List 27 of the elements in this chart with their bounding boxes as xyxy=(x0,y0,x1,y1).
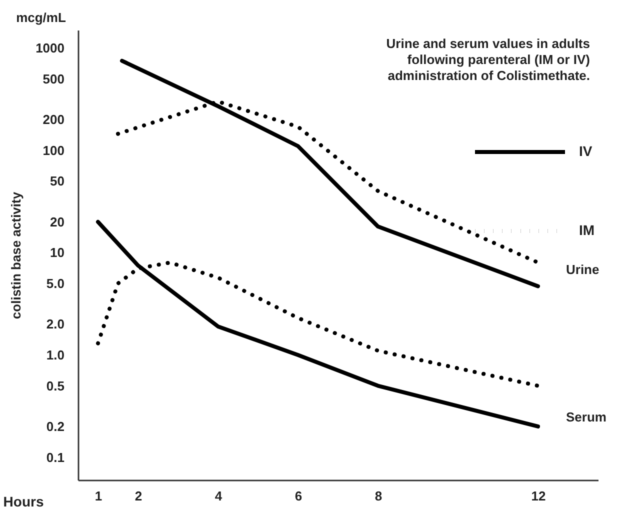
y-axis-title: colistin base activity xyxy=(8,191,24,320)
annotation: Serum xyxy=(566,410,606,424)
annotation: Urine xyxy=(566,262,600,278)
y-tick-label: 1.0 xyxy=(46,347,64,362)
y-tick-label: 10 xyxy=(50,245,64,260)
y-tick-label: 2.0 xyxy=(46,316,64,332)
y-tick-label: 0.1 xyxy=(46,450,64,465)
y-tick-label: 20 xyxy=(50,214,64,230)
y-tick-label: 200 xyxy=(42,112,64,128)
x-tick-label: 2 xyxy=(134,488,142,504)
y-tick-label: 5.0 xyxy=(46,276,64,291)
text: mcg/mL xyxy=(16,10,66,25)
text: IM xyxy=(579,222,595,238)
y-tick-label: 1000 xyxy=(36,40,64,56)
text: Urine and serum values in adults following parenteral (IM or IV) administration of Colistimethate. xyxy=(386,36,590,83)
y-tick-label: 500 xyxy=(42,71,64,86)
x-tick-label: 12 xyxy=(531,488,546,504)
x-tick-label: 8 xyxy=(374,488,382,504)
y-tick-label: 100 xyxy=(42,142,64,158)
x-axis-title: Hours xyxy=(3,494,44,510)
x-tick-label: 6 xyxy=(294,488,302,504)
x-tick-label: 4 xyxy=(214,488,223,504)
y-tick-label: 50 xyxy=(50,174,64,189)
y-tick-label: 0.5 xyxy=(46,378,64,394)
y-tick-label: 0.2 xyxy=(46,419,64,434)
text: IV xyxy=(579,143,593,159)
x-tick-label: 1 xyxy=(94,488,102,504)
